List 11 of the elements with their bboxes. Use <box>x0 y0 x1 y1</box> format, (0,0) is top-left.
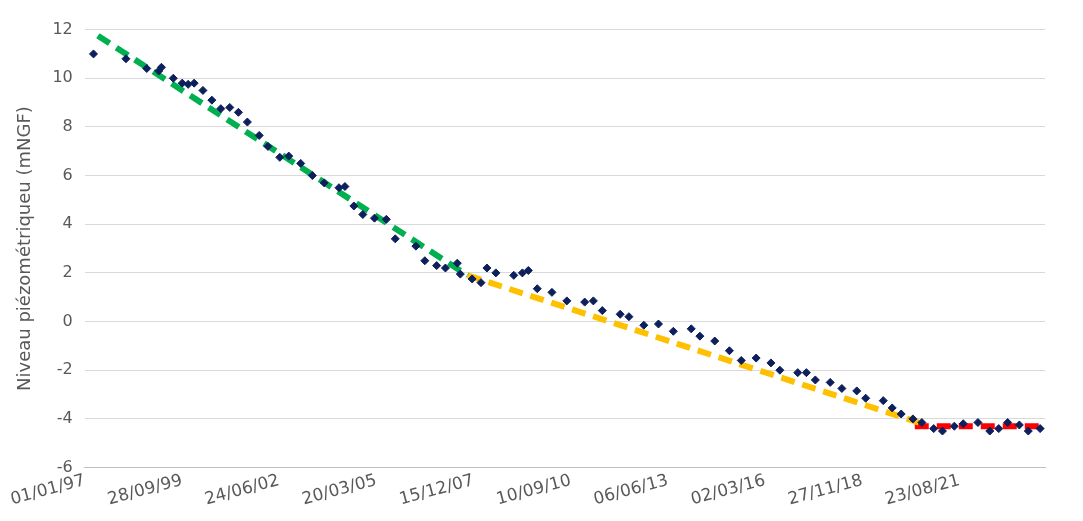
y-tick-label: -2 <box>56 359 73 379</box>
y-tick-label: 6 <box>62 164 73 184</box>
y-tick-label: 12 <box>52 18 73 38</box>
y-tick-label: 0 <box>62 310 73 330</box>
y-tick-label: 4 <box>62 213 73 233</box>
y-axis-title: Niveau piézométriqueu (mNGF) <box>13 106 35 391</box>
y-tick-label: 10 <box>52 67 73 87</box>
y-tick-label: -6 <box>56 456 73 476</box>
y-tick-label: -4 <box>56 408 73 428</box>
y-tick-label: 8 <box>62 116 73 136</box>
y-tick-label: 2 <box>62 262 73 282</box>
